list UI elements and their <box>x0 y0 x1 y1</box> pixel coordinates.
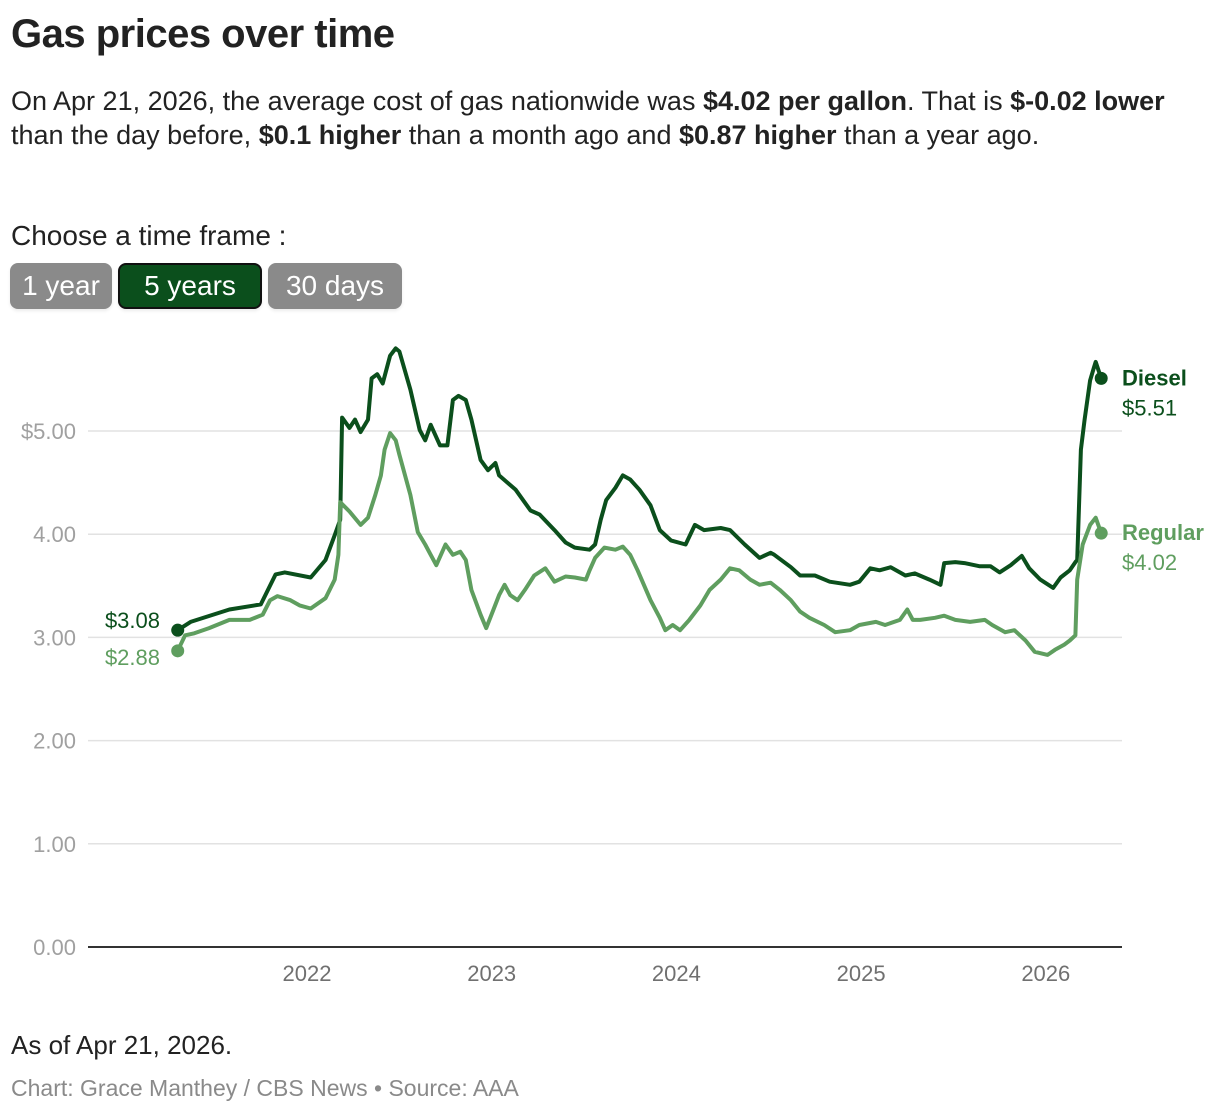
y-tick-label: $5.00 <box>21 419 76 444</box>
y-tick-label: 3.00 <box>33 625 76 650</box>
diesel-start-point <box>171 623 185 637</box>
diesel-end-point <box>1094 371 1108 385</box>
diesel-line <box>175 346 1104 633</box>
page-title: Gas prices over time <box>11 12 395 56</box>
timeframe-label: Choose a time frame : <box>11 220 287 251</box>
timeframe-30-days-button[interactable]: 30 days <box>268 263 402 309</box>
timeframe-1-year-button[interactable]: 1 year <box>10 263 112 309</box>
summary-text: On Apr 21, 2026, the average cost of gas… <box>11 84 1211 152</box>
summary-part: than the day before, <box>11 120 259 150</box>
as-of-note: As of Apr 21, 2026. <box>11 1030 233 1060</box>
summary-part: On Apr 21, 2026, the average cost of gas… <box>11 86 703 116</box>
line-chart: $5.00 4.00 3.00 2.00 1.00 0.00 2022 2023 2024 20… <box>21 346 1204 986</box>
summary-part: than a year ago. <box>836 120 1040 150</box>
year-change: $0.87 higher <box>678 120 837 150</box>
timeframe-selector: 1 year 5 years 30 days <box>10 263 402 309</box>
x-tick-label: 2026 <box>1021 961 1070 986</box>
regular-end-point <box>1094 526 1108 540</box>
y-tick-label: 4.00 <box>33 522 76 547</box>
y-tick-label: 1.00 <box>33 832 76 857</box>
day-change: $-0.02 lower <box>1010 86 1165 116</box>
regular-start-label: $2.88 <box>105 645 160 670</box>
y-tick-label: 0.00 <box>33 935 76 960</box>
x-tick-label: 2022 <box>283 961 332 986</box>
regular-start-point <box>171 644 185 658</box>
regular-end-label: $4.02 <box>1122 550 1177 575</box>
chart-credit: Chart: Grace Manthey / CBS News • Source… <box>11 1075 519 1101</box>
x-tick-label: 2024 <box>652 961 701 986</box>
summary-part: than a month ago and <box>401 120 679 150</box>
timeframe-5-years-button[interactable]: 5 years <box>118 263 262 309</box>
regular-legend-label: Regular <box>1122 520 1204 545</box>
y-tick-label: 2.00 <box>33 729 76 754</box>
diesel-legend-label: Diesel <box>1122 365 1187 390</box>
summary-part: . That is <box>907 86 1011 116</box>
current-price: $4.02 per gallon <box>702 86 908 116</box>
diesel-end-label: $5.51 <box>1122 395 1177 420</box>
regular-line <box>175 431 1104 657</box>
x-tick-label: 2023 <box>467 961 516 986</box>
x-tick-label: 2025 <box>837 961 886 986</box>
month-change: $0.1 higher <box>258 120 402 150</box>
diesel-start-label: $3.08 <box>105 608 160 633</box>
